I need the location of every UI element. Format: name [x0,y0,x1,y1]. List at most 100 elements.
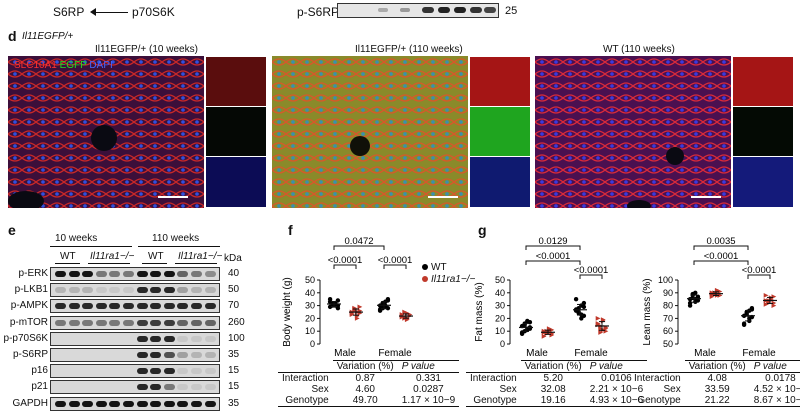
y-tick-label: 20 [495,313,505,323]
blot-row [50,283,220,298]
blot-band [109,400,121,407]
blot-band [123,303,134,310]
stats-row-name: Sex [663,384,681,395]
blot-band [136,271,148,277]
inset-green-3 [732,106,794,157]
blot-band [163,384,175,391]
geno-header-wt-10: WT [60,251,76,262]
blot-band [163,368,175,375]
blot-band [150,271,162,277]
category-label: Female [742,348,776,359]
blot-mw-label: 15 [228,365,240,377]
blot-band [136,303,148,310]
stats-header: P value [585,360,648,373]
blot-band [163,303,175,310]
significance-bracket [693,260,749,265]
scale-bar [158,196,188,198]
blot-band [82,287,94,294]
data-point [595,316,601,321]
stats-p: 2.21 × 10−6 [589,384,644,395]
blot-band [82,319,94,326]
data-point [385,305,391,311]
stats-var: 21.22 [704,395,730,406]
y-tick-label: 30 [495,301,505,311]
y-tick-label: 20 [305,313,315,323]
divider [142,263,167,264]
blot-band [123,287,134,294]
panel-d-letter: d [8,28,17,44]
category-label: Female [574,348,608,359]
blot-band [136,287,148,294]
blot-band [95,287,107,294]
geno-header-ko-10: Il11ra1−/− [90,251,135,262]
p70s6k-label: p70S6K [132,5,175,19]
y-tick-label: 60 [663,326,673,336]
y-tick-label: 30 [305,301,315,311]
age-header-10w: 10 weeks [55,233,98,244]
significance-bracket [525,245,581,250]
stats-row-name: Sex [311,384,329,395]
blot-mw-label: 40 [228,268,240,279]
significance-bracket [693,245,749,250]
data-point [327,297,333,302]
legend-ko-label: Il11ra1−/− [431,274,476,285]
top-blot [337,3,499,18]
blot-band [204,319,216,326]
blot-band [150,352,162,358]
legend-wt-f: WT [422,262,447,273]
significance-bracket [383,264,407,269]
blot-row [50,315,220,330]
blot-row-label: p21 [31,381,48,393]
blot-band [136,384,148,391]
blot-band [204,287,216,294]
lean-mass-chart: 50 60 70 80 90 100 Lean mass (%) Male Female 0.00… [642,236,777,359]
data-point [687,300,693,306]
mw-25-label: 25 [505,5,518,17]
blot-band [82,303,94,310]
inset-blue-1 [205,156,267,208]
blot-band [95,319,107,326]
blot-band [177,303,189,310]
blot-band [55,400,66,407]
blot-band [136,335,148,342]
data-point [549,327,555,333]
y-tick-label: 10 [305,326,315,336]
ps6rp-top-label: p-S6RP [297,5,340,19]
blot-band [204,335,216,342]
data-point [763,301,769,307]
blot-band [150,368,162,375]
arrow-line [92,12,128,13]
stats-row-name: Genotype [637,395,681,406]
y-tick-label: 40 [495,288,505,298]
p-value-annotation: 0.0129 [538,236,567,247]
blot-band [150,400,162,407]
stats-header: P value [749,360,800,373]
blot-band [109,271,121,277]
blot-row [50,364,220,379]
blot-band [191,303,202,310]
y-tick-label: 50 [495,275,505,285]
blot-band [68,271,80,277]
stain-label-dapi: DAPI [89,60,113,71]
body-weight-chart: 0 10 20 30 40 50 Body weight (g) Male Female 0.04… [282,236,413,359]
data-point [377,308,383,313]
significance-bracket [525,260,581,265]
data-point [385,297,391,302]
blot-band [191,368,202,375]
blot-band [109,303,121,310]
stats-p: 0.0106 [601,373,632,384]
blot-band [177,352,189,358]
blot-band [123,271,134,277]
blot-band [68,319,80,326]
blot-mw-label: 50 [228,284,240,296]
blot-mw-label: 35 [228,397,240,409]
stats-p: 4.52 × 10−6 [753,384,800,395]
stats-var: 33.59 [704,384,730,395]
blot-band [191,400,202,407]
fat-mass-chart: 0 10 20 30 40 50 Fat mass (%) Male Female 0.0129 <… [474,236,609,359]
scale-bar [428,196,458,198]
blot-row-label: GAPDH [12,397,48,409]
blot-band [95,303,107,310]
image3-title: WT (110 weeks) [603,44,675,55]
significance-bracket [333,245,385,250]
